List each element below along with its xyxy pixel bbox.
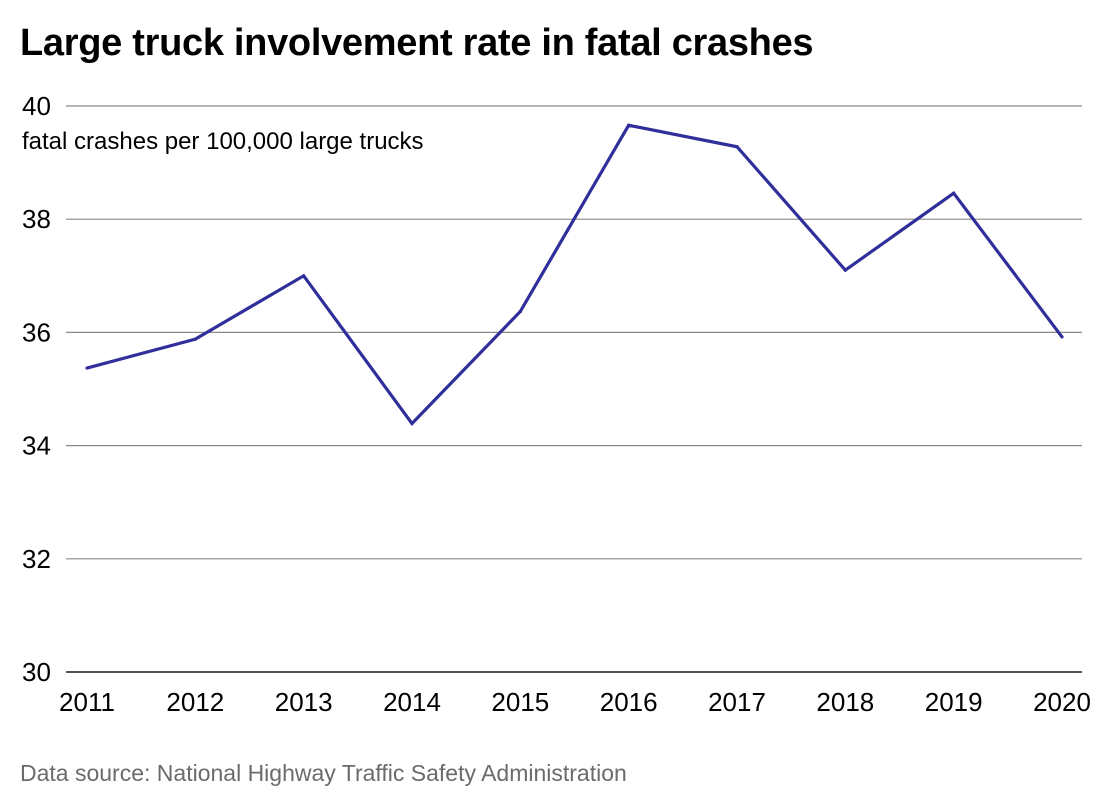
x-tick-label-2012: 2012 (166, 687, 224, 717)
x-tick-label-2015: 2015 (491, 687, 549, 717)
data-point-2020 (1060, 335, 1064, 339)
y-axis-label: fatal crashes per 100,000 large trucks (22, 128, 424, 155)
chart-title: Large truck involvement rate in fatal cr… (20, 22, 814, 64)
data-point-2017 (735, 145, 739, 149)
data-point-2011 (85, 366, 89, 370)
data-point-2012 (193, 337, 197, 341)
y-tick-label-38: 38 (22, 204, 51, 234)
y-axis-ticks: 30 32 34 36 38 40 (22, 91, 51, 687)
data-point-2018 (843, 268, 847, 272)
x-tick-label-2017: 2017 (708, 687, 766, 717)
line-chart: 30 32 34 36 38 40 fatal crashes per 100,000 l… (22, 91, 1091, 717)
data-point-2013 (302, 274, 306, 278)
data-point-2015 (518, 309, 522, 314)
data-point-2014 (410, 421, 414, 426)
x-tick-label-2016: 2016 (600, 687, 658, 717)
gridlines (66, 105, 1082, 673)
data-point-2016 (627, 123, 631, 127)
data-source-note: Data source: National Highway Traffic Sa… (20, 760, 627, 786)
x-tick-label-2020: 2020 (1033, 687, 1091, 717)
x-tick-label-2019: 2019 (925, 687, 983, 717)
x-tick-label-2013: 2013 (275, 687, 333, 717)
x-axis-ticks: 2011 2012 2013 2014 2015 2016 2017 2018 2019 2020 (59, 687, 1091, 717)
y-tick-label-40: 40 (22, 91, 51, 121)
y-tick-label-36: 36 (22, 317, 51, 347)
y-tick-label-30: 30 (22, 657, 51, 687)
y-tick-label-34: 34 (22, 431, 51, 461)
y-tick-label-32: 32 (22, 544, 51, 574)
data-point-2019 (952, 191, 956, 195)
x-tick-label-2018: 2018 (816, 687, 874, 717)
x-tick-label-2011: 2011 (59, 687, 115, 717)
series-layer (85, 123, 1064, 427)
x-tick-label-2014: 2014 (383, 687, 441, 717)
series-line-0 (86, 123, 1064, 427)
